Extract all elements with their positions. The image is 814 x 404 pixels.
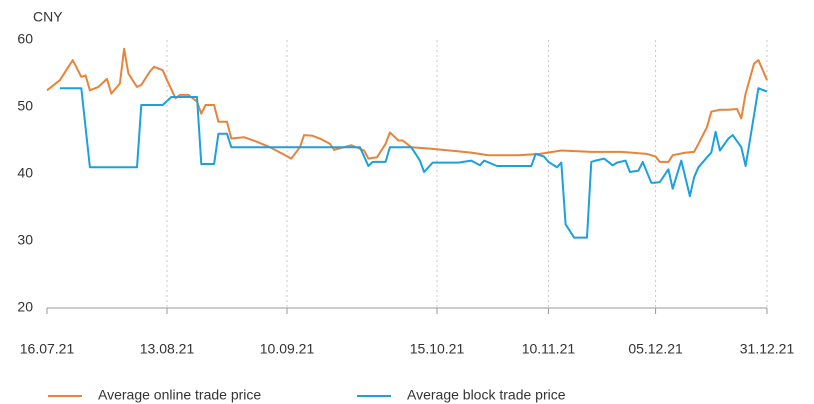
x-tick-label: 31.12.21	[740, 341, 795, 357]
y-tick-label: 30	[17, 232, 33, 248]
x-tick-label: 10.09.21	[260, 341, 315, 357]
legend-label: Average block trade price	[407, 387, 566, 403]
x-tick-label: 16.07.21	[20, 341, 75, 357]
legend-label: Average online trade price	[98, 387, 261, 403]
x-tick-label: 05.12.21	[628, 341, 683, 357]
x-tick-label: 15.10.21	[410, 341, 465, 357]
x-tick-label: 10.11.21	[522, 341, 576, 357]
line-series	[46, 47, 768, 163]
y-tick-label: 40	[17, 165, 33, 181]
x-tick-label: 13.08.21	[140, 341, 195, 357]
y-tick-label: 60	[17, 31, 33, 47]
y-axis-label: CNY	[33, 9, 63, 25]
y-tick-label: 20	[17, 299, 33, 315]
y-tick-label: 50	[17, 98, 33, 114]
line-series	[59, 87, 768, 239]
